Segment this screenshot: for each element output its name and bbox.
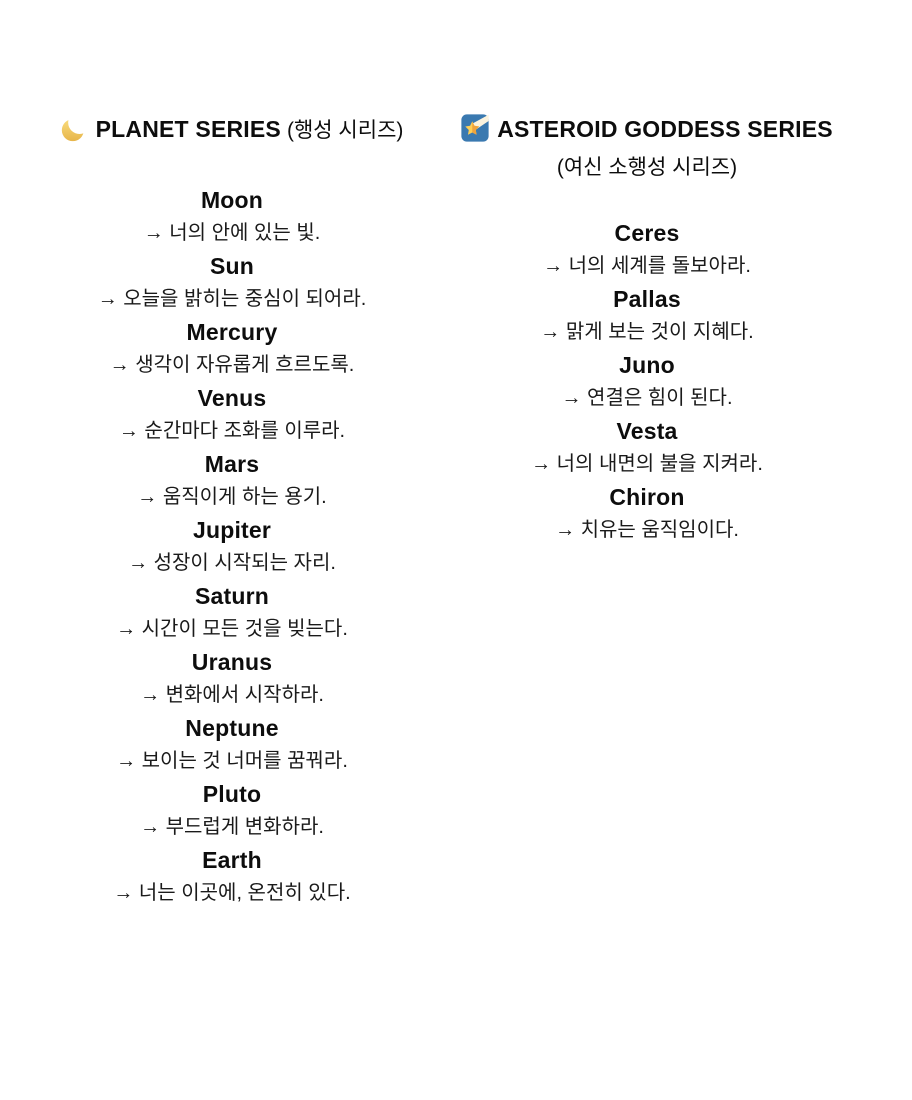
list-item: Sun → 오늘을 밝히는 중심이 되어라. [0,250,464,316]
planet-name: Neptune [185,715,279,741]
planet-name: Pluto [202,781,262,807]
asteroid-name: Juno [619,352,675,378]
planet-tagline: → 움직이게 하는 용기. [137,486,327,508]
planet-name: Mars [204,451,260,477]
planet-series-column: PLANET SERIES (행성 시리즈) Moon → 너의 안에 있는 빛.… [0,113,464,910]
spacer [0,151,464,184]
list-item: Chiron → 치유는 움직임이다. [440,481,854,547]
crescent-moon-icon [61,115,88,151]
list-item: Neptune → 보이는 것 너머를 꿈꿔라. [0,712,464,778]
list-item: Juno → 연결은 힘이 된다. [440,349,854,415]
planet-tagline: → 오늘을 밝히는 중심이 되어라. [97,288,367,310]
planet-tagline: → 너는 이곳에, 온전히 있다. [113,882,351,904]
planet-tagline: → 순간마다 조화를 이루라. [118,420,346,442]
planet-tagline: → 부드럽게 변화하라. [140,816,324,838]
planet-name: Venus [197,385,267,411]
list-item: Ceres → 너의 세계를 돌보아라. [440,217,854,283]
spacer [440,184,854,217]
asteroid-name: Ceres [614,220,680,246]
planet-name: Saturn [194,583,270,609]
list-item: Uranus → 변화에서 시작하라. [0,646,464,712]
planet-name: Jupiter [192,517,272,543]
list-item: Saturn → 시간이 모든 것을 빚는다. [0,580,464,646]
asteroid-tagline: → 너의 내면의 불을 지켜라. [531,453,763,475]
planet-series-subtitle: (행성 시리즈) [286,119,404,142]
list-item: Mars → 움직이게 하는 용기. [0,448,464,514]
planet-tagline: → 변화에서 시작하라. [140,684,324,706]
asteroid-tagline: → 연결은 힘이 된다. [561,387,733,409]
asteroid-name: Vesta [616,418,678,444]
list-item: Jupiter → 성장이 시작되는 자리. [0,514,464,580]
planet-tagline: → 보이는 것 너머를 꿈꿔라. [116,750,348,772]
list-item: Earth → 너는 이곳에, 온전히 있다. [0,844,464,910]
planet-name: Moon [200,187,264,213]
planet-series-title: PLANET SERIES [95,116,281,142]
asteroid-series-title: ASTEROID GODDESS SERIES [497,116,833,142]
asteroid-series-subtitle: (여신 소행성 시리즈) [556,156,738,179]
list-item: Venus → 순간마다 조화를 이루라. [0,382,464,448]
list-item: Pluto → 부드럽게 변화하라. [0,778,464,844]
planet-name: Mercury [186,319,278,345]
shooting-star-icon [461,114,489,151]
list-item: Vesta → 너의 내면의 불을 지켜라. [440,415,854,481]
planet-tagline: → 생각이 자유롭게 흐르도록. [109,354,355,376]
planet-tagline: → 너의 안에 있는 빛. [143,222,321,244]
asteroid-name: Chiron [609,484,685,510]
asteroid-series-header: ASTEROID GODDESS SERIES [440,113,854,151]
asteroid-name: Pallas [613,286,681,312]
planet-name: Uranus [191,649,273,675]
list-item: Moon → 너의 안에 있는 빛. [0,184,464,250]
planet-series-header: PLANET SERIES (행성 시리즈) [0,113,464,151]
asteroid-series-column: ASTEROID GODDESS SERIES (여신 소행성 시리즈) Cer… [440,113,854,547]
asteroid-tagline: → 맑게 보는 것이 지혜다. [540,321,754,343]
asteroid-tagline: → 너의 세계를 돌보아라. [543,255,751,277]
planet-tagline: → 성장이 시작되는 자리. [128,552,336,574]
planet-name: Earth [202,847,262,873]
planet-tagline: → 시간이 모든 것을 빚는다. [116,618,348,640]
asteroid-tagline: → 치유는 움직임이다. [555,519,739,541]
planet-name: Sun [209,253,255,279]
list-item: Mercury → 생각이 자유롭게 흐르도록. [0,316,464,382]
list-item: Pallas → 맑게 보는 것이 지혜다. [440,283,854,349]
